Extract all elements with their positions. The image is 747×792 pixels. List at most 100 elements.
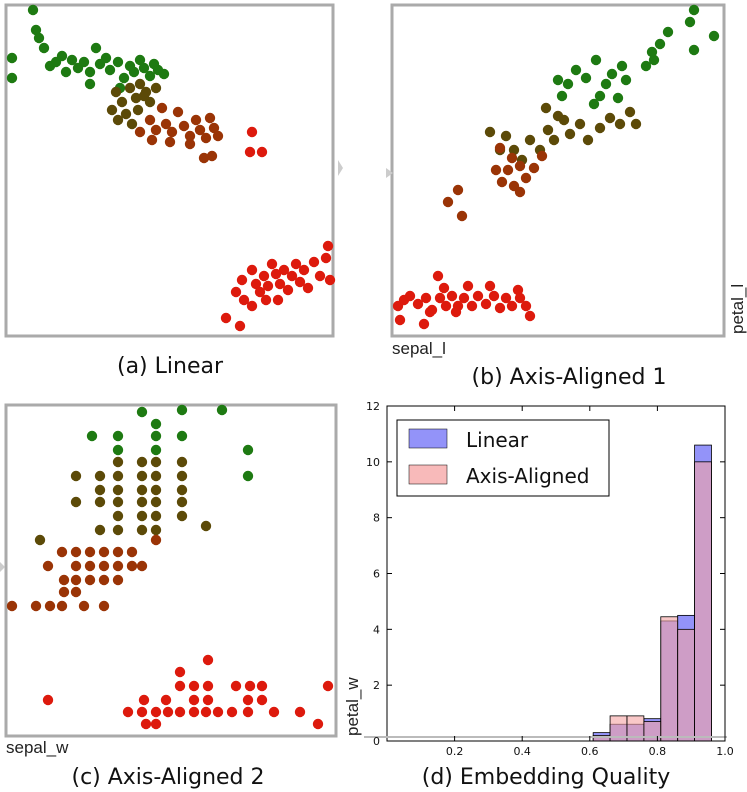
scatter-point: [244, 146, 256, 158]
scatter-point: [446, 290, 458, 302]
scatter-point: [438, 282, 450, 294]
scatter-point: [150, 470, 162, 482]
scatter-point: [246, 126, 258, 138]
xlabel-sepal-l: sepal_l: [392, 339, 446, 358]
scatter-point: [294, 276, 306, 288]
legend-swatch-axis-aligned: [408, 464, 448, 485]
scatter-point: [112, 574, 124, 586]
ylabel-petal-l: petal_l: [728, 284, 747, 334]
scatter-point: [256, 146, 268, 158]
scatter-point: [38, 42, 50, 54]
scatter-point: [302, 282, 314, 294]
scatter-point: [112, 524, 124, 536]
y-tick-label: 10: [366, 456, 380, 469]
scatter-point: [520, 172, 532, 184]
scatter-point: [420, 292, 432, 304]
scatter-point: [98, 600, 110, 612]
caption-axis-aligned-2: (c) Axis-Aligned 2: [71, 765, 264, 790]
scatter-point: [98, 574, 110, 586]
scatter-point: [484, 280, 496, 292]
scatter-point: [564, 128, 576, 140]
scatter-point: [590, 54, 602, 66]
scatter-point: [176, 404, 188, 416]
scatter-point: [540, 102, 552, 114]
scatter-point: [548, 134, 560, 146]
panel-embedding-quality: 0.2 0.4 0.6 0.8 1.0 0 2 4 6 8 10 12 petal_w Linear …: [343, 400, 734, 790]
scatter-point: [202, 694, 214, 706]
scatter-point: [112, 496, 124, 508]
scatter-point: [70, 470, 82, 482]
scatter-point: [34, 534, 46, 546]
scatter-point: [462, 280, 474, 292]
panel-axis-aligned-1-frame: [390, 3, 726, 338]
legend-label-linear: Linear: [466, 428, 529, 452]
scatter-point: [112, 484, 124, 496]
scatter-point: [274, 278, 286, 290]
scatter-point: [70, 496, 82, 508]
panel-axis-aligned-2: sepal_w (c) Axis-Aligned 2: [0, 403, 338, 790]
x-tick-label: 0.8: [649, 745, 667, 758]
scatter-point: [112, 546, 124, 558]
scatter-point: [308, 256, 320, 268]
scatter-point: [112, 470, 124, 482]
scatter-point: [150, 706, 162, 718]
scatter-point: [136, 484, 148, 496]
scatter-point: [640, 60, 652, 72]
scatter-point: [418, 318, 430, 330]
scatter-point: [206, 150, 218, 162]
scatter-point: [84, 574, 96, 586]
scatter-point: [112, 56, 124, 68]
scatter-point: [166, 126, 178, 138]
scatter-point: [136, 456, 148, 468]
scatter-point: [150, 418, 162, 430]
scatter-point: [110, 86, 122, 98]
histogram-bar: [643, 721, 662, 742]
scatter-point: [188, 706, 200, 718]
scatter-point: [94, 484, 106, 496]
scatter-point: [312, 718, 324, 730]
scatter-point: [70, 546, 82, 558]
scatter-point: [294, 706, 306, 718]
x-tick-label: 1.0: [716, 745, 734, 758]
scatter-point: [506, 152, 518, 164]
scatter-point: [322, 680, 334, 692]
scatter-point: [220, 312, 232, 324]
scatter-point: [84, 560, 96, 572]
scatter-point: [104, 64, 116, 76]
scatter-point: [116, 96, 128, 108]
scatter-point: [514, 292, 526, 304]
scatter-point: [136, 706, 148, 718]
panel-axis-aligned-1-points: [392, 4, 720, 330]
scatter-point: [272, 294, 284, 306]
scatter-point: [188, 680, 200, 692]
scatter-point: [688, 4, 700, 16]
scatter-point: [56, 600, 68, 612]
scatter-point: [490, 164, 502, 176]
scatter-point: [466, 300, 478, 312]
scatter-point: [484, 126, 496, 138]
scatter-point: [94, 470, 106, 482]
scatter-point: [150, 510, 162, 522]
scatter-point: [458, 292, 470, 304]
scatter-point: [58, 574, 70, 586]
scatter-point: [552, 74, 564, 86]
x-tick-label: 0.6: [581, 745, 599, 758]
scatter-point: [646, 46, 658, 58]
caption-axis-aligned-1: (b) Axis-Aligned 1: [472, 365, 667, 390]
panel-axis-aligned-2-points: [6, 404, 334, 730]
scatter-point: [514, 160, 526, 172]
scatter-point: [156, 102, 168, 114]
scatter-point: [322, 240, 334, 252]
scatter-point: [42, 560, 54, 572]
scatter-point: [648, 54, 660, 66]
scatter-point: [502, 164, 514, 176]
scatter-point: [90, 42, 102, 54]
scatter-point: [500, 130, 512, 142]
scatter-point: [424, 306, 436, 318]
panel-axis-aligned-2-frame: [4, 403, 338, 738]
scatter-point: [140, 718, 152, 730]
scatter-point: [106, 104, 118, 116]
histogram-ticks: 0.2 0.4 0.6 0.8 1.0 0 2 4 6 8 10 12: [366, 400, 734, 758]
scatter-point: [84, 66, 96, 78]
